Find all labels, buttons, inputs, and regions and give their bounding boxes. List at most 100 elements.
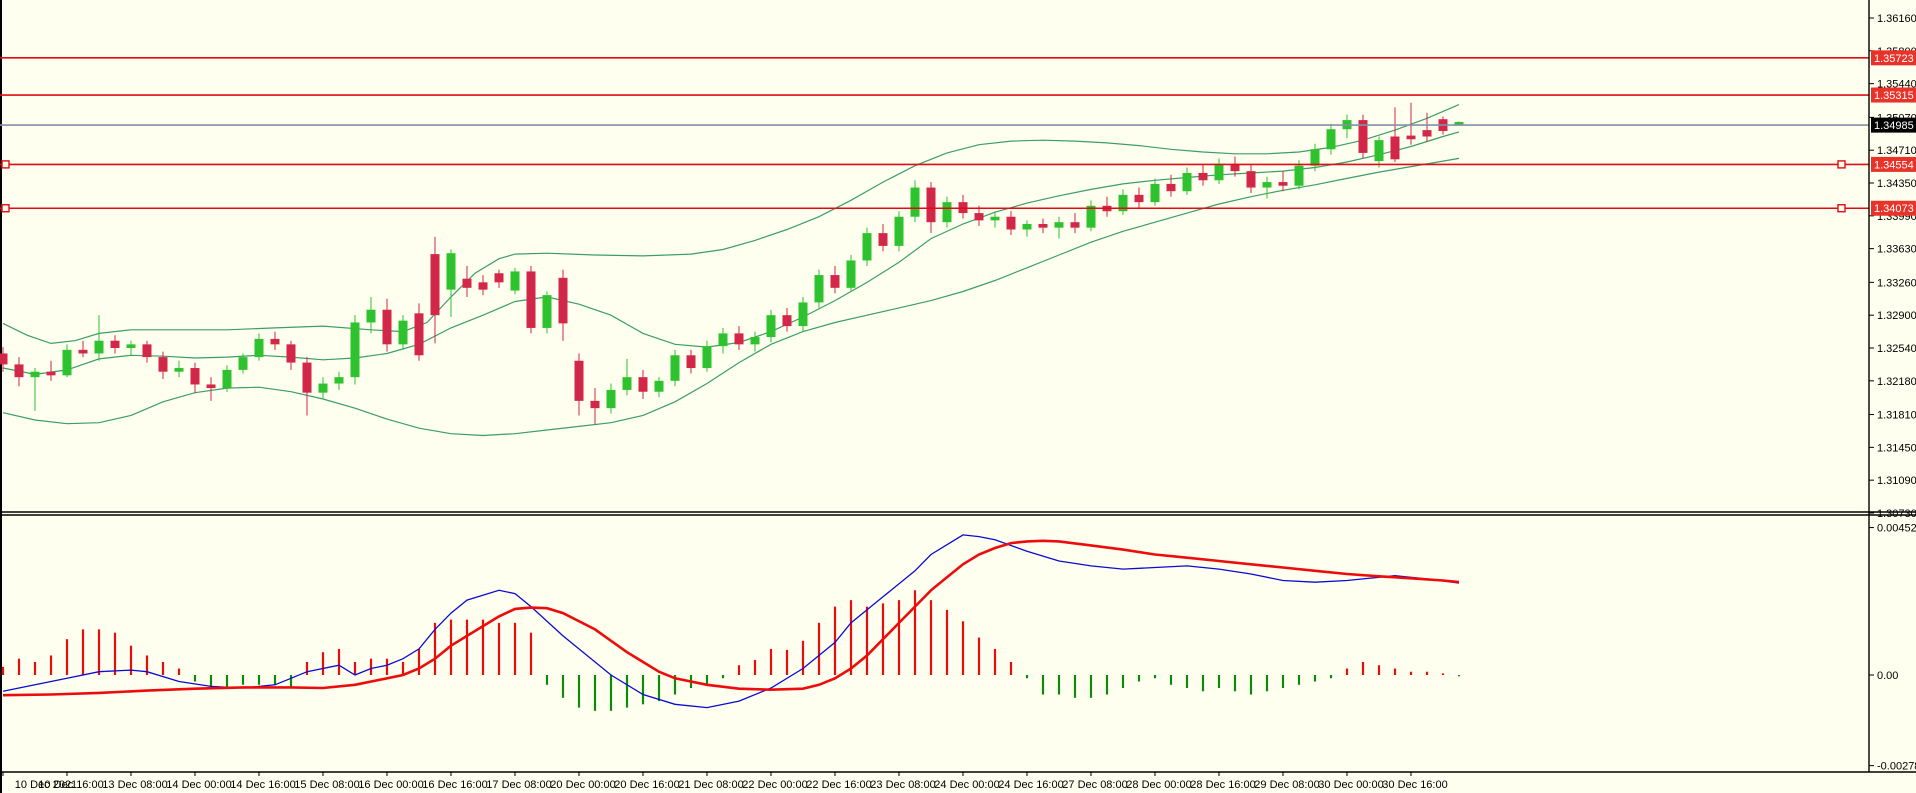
candle-body-bear [142,344,152,358]
hline-price-tag [1871,87,1916,103]
candle-body-bull [1182,172,1192,192]
time-axis-label: 30 Dec 00:00 [1318,779,1383,791]
time-axis-label: 30 Dec 16:00 [1382,779,1447,791]
macd-signal-line [2,539,1460,697]
time-axis-label: 14 Dec 16:00 [230,779,295,791]
candle-body-bear [1278,182,1288,186]
candle-body-bear [1246,171,1256,188]
candle-body-bull [126,344,136,348]
candle-body-bear [1166,183,1176,192]
candle-body-bear [1070,222,1080,228]
candle-body-bull [446,253,456,290]
candle-body-bull [254,338,264,358]
price-axis-label: 1.32540 [1877,343,1916,355]
hline-price-tag-label: 1.34554 [1874,159,1914,171]
candle-body-bull [1310,149,1320,166]
candle-body-bull [318,383,328,393]
candle-body-bear [974,213,984,221]
price-axis-label: 1.36160 [1877,13,1916,25]
time-axis-label: 10 Dec 16:00 [38,779,103,791]
candle-body-bear [46,371,56,376]
candle-body-bull [718,333,728,347]
candle-body-bull [1326,129,1336,150]
candle-body-bull [750,337,760,345]
macd-line [2,534,1460,709]
time-axis-label: 23 Dec 08:00 [870,779,935,791]
candle-body-bull [1118,194,1128,212]
candle-body-bear [14,364,24,378]
candle-body-bull [94,340,104,354]
candle-body-bull [670,355,680,381]
candle-body-bear [1134,194,1144,203]
candle-body-bull [814,275,824,303]
candle-body-bear [270,338,280,345]
current-price-tag-label: 1.34985 [1874,120,1914,132]
candle-body-bull [62,349,72,376]
candle-body-bull [1454,121,1464,126]
candle-body-bull [542,295,552,328]
candle-body-bear [286,344,296,363]
candle-body-bear [926,187,936,223]
time-axis-label: 29 Dec 08:00 [1254,779,1319,791]
time-axis-label: 13 Dec 08:00 [102,779,167,791]
candle-body-bull [894,216,904,246]
price-axis-label: 1.30730 [1877,508,1916,520]
line-handle-left[interactable] [1,160,10,169]
macd-axis-label: -0.002782 [1877,761,1916,773]
time-axis-label: 28 Dec 16:00 [1190,779,1255,791]
candle-body-bear [302,362,312,393]
candle-body-bear [206,384,216,389]
candle-body-bear [830,275,840,288]
price-axis-label: 1.33260 [1877,277,1916,289]
candle-body-bear [462,278,472,288]
candle-body-bull [910,187,920,217]
candle-body-bear [1358,120,1368,153]
candle-body-bear [430,254,440,316]
candle-body-bull [862,233,872,261]
price-axis-label: 1.33630 [1877,244,1916,256]
price-axis-label: 1.31810 [1877,410,1916,422]
bollinger-lower-band [2,157,1460,437]
hline-price-tag-label: 1.34073 [1874,203,1914,215]
candle-body-bear [478,282,488,290]
time-axis-label: 22 Dec 16:00 [806,779,871,791]
price-axis-label: 1.32180 [1877,376,1916,388]
hline-price-tag [1871,50,1916,66]
candle-body-bull [1214,163,1224,181]
candle-body-bear [590,400,600,409]
hline-price-tag [1871,200,1916,216]
price-axis-label: 1.31450 [1877,442,1916,454]
line-handle-right[interactable] [1837,160,1846,169]
line-handle-right[interactable] [1837,204,1846,213]
candle-body-bear [574,360,584,401]
bollinger-upper-band [2,104,1460,345]
candle-body-bull [1150,183,1160,203]
hline-price-tag [1871,156,1916,172]
candle-body-bull [366,309,376,323]
candle-body-bear [1230,163,1240,172]
time-axis-label: 16 Dec 16:00 [422,779,487,791]
candle-body-bull [1294,165,1304,186]
candle-body-bull [1054,222,1064,228]
candle-body-bear [558,277,568,324]
price-axis-label: 1.32900 [1877,310,1916,322]
candle-body-bear [0,353,8,365]
candle-body-bear [878,233,888,246]
candle-body-bull [942,202,952,223]
candle-body-bear [782,315,792,327]
time-axis-label: 20 Dec 16:00 [614,779,679,791]
time-axis-label: 24 Dec 16:00 [998,779,1063,791]
candle-body-bear [110,340,120,348]
time-axis-label: 17 Dec 08:00 [486,779,551,791]
line-handle-left[interactable] [1,204,10,213]
candle-body-bull [1262,182,1272,188]
candle-body-bull [702,346,712,369]
candle-body-bear [382,309,392,345]
candle-body-bull [654,380,664,392]
candle-body-bear [78,349,88,354]
candle-body-bull [798,302,808,327]
candle-body-bear [494,273,504,283]
candle-body-bear [1038,224,1048,228]
